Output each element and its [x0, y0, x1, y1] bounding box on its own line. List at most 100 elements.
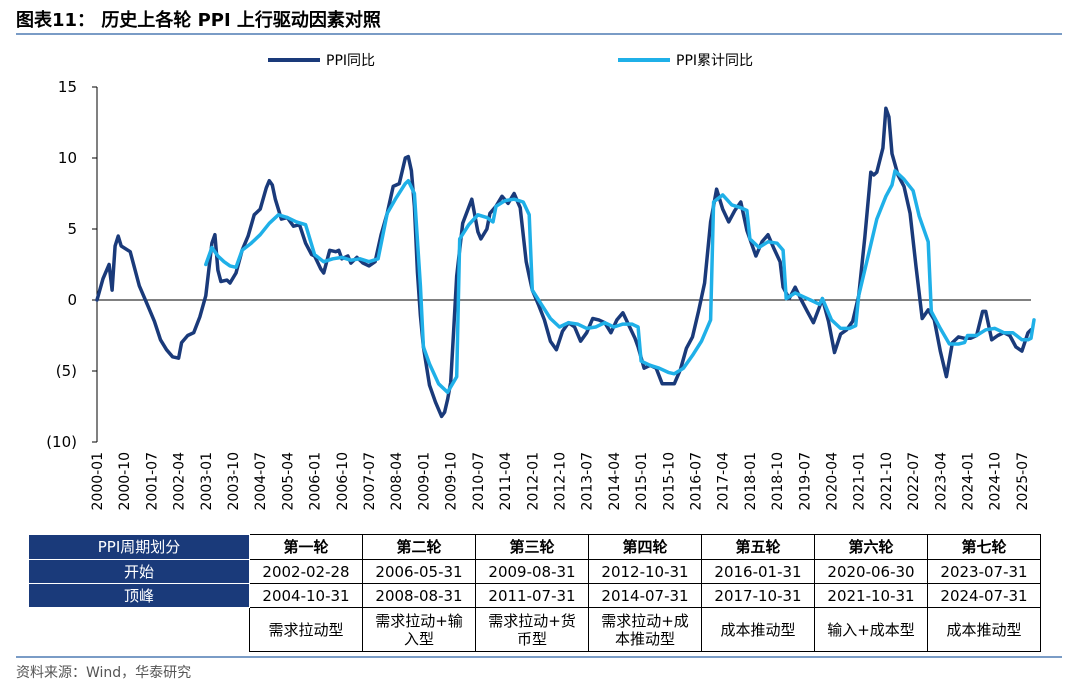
table-round-7: 第七轮: [927, 534, 1041, 560]
table-row-start: 开始 2002-02-28 2006-05-31 2009-08-31 2012…: [28, 559, 1041, 584]
x-tick-label: 2003-10: [226, 452, 242, 511]
ppi-cycle-table: PPI周期划分 第一轮 第二轮 第三轮 第四轮 第五轮 第六轮 第七轮 开始 2…: [28, 534, 1041, 652]
x-tick-label: 2023-04: [933, 452, 949, 511]
legend-label-ppi-yoy: PPI同比: [326, 53, 376, 69]
legend-swatch-ppi-cum: [618, 58, 670, 62]
x-tick-label: 2022-07: [906, 452, 922, 511]
x-tick-label: 2009-10: [444, 452, 460, 511]
legend-item-ppi-yoy: PPI同比: [268, 50, 375, 70]
table-driver-5-line-1: 成本推动型: [720, 620, 796, 639]
x-tick-label: 2004-07: [253, 452, 269, 511]
table-peak-label: 顶峰: [28, 583, 250, 608]
table-driver-7: 成本推动型: [927, 607, 1041, 652]
table-driver-3: 需求拉动+货 币型: [475, 607, 589, 652]
source-note: 资料来源：Wind，华泰研究: [16, 665, 192, 681]
x-tick-label: 2021-01: [852, 452, 868, 511]
series-line-ppi-yoy: [95, 106, 1033, 419]
series-line-ppi-cum: [204, 169, 1036, 395]
figure-title: 图表11： 历史上各轮 PPI 上行驱动因素对照: [16, 10, 381, 31]
table-driver-5: 成本推动型: [701, 607, 815, 652]
table-start-5: 2016-01-31: [701, 559, 815, 584]
x-tick-label: 2006-01: [308, 452, 324, 511]
table-start-label: 开始: [28, 559, 250, 584]
table-row-peak: 顶峰 2004-10-31 2008-08-31 2011-07-31 2014…: [28, 583, 1041, 608]
table-peak-1: 2004-10-31: [249, 583, 363, 608]
x-tick-label: 2024-01: [961, 452, 977, 511]
x-tick-label: 2011-04: [498, 452, 514, 511]
table-start-3: 2009-08-31: [475, 559, 589, 584]
table-driver-1: 需求拉动型: [249, 607, 363, 652]
x-tick-label: 2003-01: [199, 452, 215, 511]
x-tick-label: 2019-07: [797, 452, 813, 511]
table-driver-2-line-1: 需求拉动+输: [375, 611, 463, 630]
y-tick-label: (5): [56, 362, 77, 380]
table-start-4: 2012-10-31: [588, 559, 702, 584]
x-tick-label: 2010-07: [471, 452, 487, 511]
x-tick-label: 2021-10: [879, 452, 895, 511]
table-driver-7-line-1: 成本推动型: [946, 620, 1022, 639]
table-peak-3: 2011-07-31: [475, 583, 589, 608]
table-driver-3-line-1: 需求拉动+货: [488, 611, 576, 630]
x-tick-label: 2007-07: [362, 452, 378, 511]
table-start-7: 2023-07-31: [927, 559, 1041, 584]
x-tick-label: 2001-07: [144, 452, 160, 511]
x-tick-label: 2000-10: [117, 452, 133, 511]
legend-item-ppi-cum: PPI累计同比: [618, 50, 753, 70]
chart-legend: PPI同比 PPI累计同比: [0, 50, 1080, 72]
x-tick-label: 2018-10: [770, 452, 786, 511]
table-driver-2: 需求拉动+输 入型: [362, 607, 476, 652]
table-round-1: 第一轮: [249, 534, 363, 560]
y-tick-label: (10): [46, 433, 77, 451]
table-driver-3-line-2: 币型: [516, 629, 547, 648]
legend-swatch-ppi-yoy: [268, 58, 320, 62]
x-tick-label: 2005-04: [280, 452, 296, 511]
table-peak-4: 2014-07-31: [588, 583, 702, 608]
table-peak-6: 2021-10-31: [814, 583, 928, 608]
table-header-label: PPI周期划分: [28, 534, 250, 560]
table-peak-2: 2008-08-31: [362, 583, 476, 608]
table-round-4: 第四轮: [588, 534, 702, 560]
x-tick-label: 2015-01: [634, 452, 650, 511]
x-tick-label: 2025-07: [1015, 452, 1031, 511]
top-rule: [16, 33, 1062, 35]
table-round-3: 第三轮: [475, 534, 589, 560]
x-tick-label: 2017-04: [716, 452, 732, 511]
table-driver-blank: [29, 608, 250, 652]
table-start-1: 2002-02-28: [249, 559, 363, 584]
x-tick-label: 2000-01: [90, 452, 106, 511]
x-tick-label: 2008-04: [389, 452, 405, 511]
x-tick-label: 2006-10: [335, 452, 351, 511]
x-tick-label: 2002-04: [172, 452, 188, 511]
x-tick-label: 2013-07: [580, 452, 596, 511]
y-tick-label: 15: [58, 78, 77, 96]
x-tick-label: 2014-04: [607, 452, 623, 511]
table-driver-6: 输入+成本型: [814, 607, 928, 652]
table-driver-2-line-2: 入型: [403, 629, 434, 648]
y-tick-label: 5: [67, 220, 77, 238]
table-row-driver: 需求拉动型 需求拉动+输 入型 需求拉动+货 币型 需求拉动+成 本推动型 成本推动型…: [29, 607, 1041, 652]
x-tick-label: 2012-01: [525, 452, 541, 511]
table-driver-1-line-1: 需求拉动型: [268, 620, 344, 639]
table-round-2: 第二轮: [362, 534, 476, 560]
x-tick-label: 2015-10: [661, 452, 677, 511]
table-driver-4-line-2: 本推动型: [614, 629, 675, 648]
bottom-rule: [16, 656, 1062, 658]
table-row-rounds: PPI周期划分 第一轮 第二轮 第三轮 第四轮 第五轮 第六轮 第七轮: [28, 534, 1041, 560]
y-tick-label: 0: [67, 291, 77, 309]
table-driver-4-line-1: 需求拉动+成: [601, 611, 689, 630]
y-tick-label: 10: [58, 149, 77, 167]
x-tick-label: 2009-01: [416, 452, 432, 511]
table-start-6: 2020-06-30: [814, 559, 928, 584]
x-tick-label: 2016-07: [688, 452, 704, 511]
table-start-2: 2006-05-31: [362, 559, 476, 584]
x-tick-label: 2020-04: [825, 452, 841, 511]
table-driver-4: 需求拉动+成 本推动型: [588, 607, 702, 652]
ppi-line-chart: 15 10 5 0 (5) (10) 2000-01 2000-10 2001-07 2002-0…: [46, 78, 1036, 511]
table-round-6: 第六轮: [814, 534, 928, 560]
x-tick-label: 2024-10: [988, 452, 1004, 511]
x-tick-label: 2018-01: [743, 452, 759, 511]
legend-label-ppi-cum: PPI累计同比: [676, 53, 754, 69]
table-driver-6-line-1: 输入+成本型: [827, 620, 915, 639]
table-round-5: 第五轮: [701, 534, 815, 560]
table-peak-7: 2024-07-31: [927, 583, 1041, 608]
